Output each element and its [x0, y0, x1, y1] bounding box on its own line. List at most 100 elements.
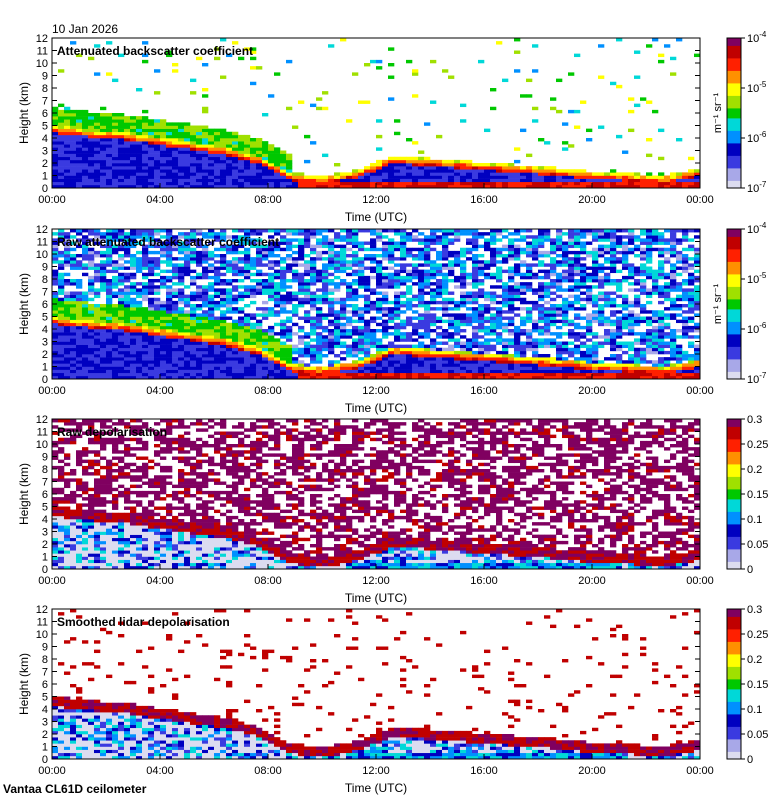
heatmap-cell	[184, 338, 191, 342]
heatmap-cell	[154, 319, 161, 324]
heatmap-cell	[58, 156, 65, 161]
heatmap-cell	[88, 238, 95, 242]
heatmap-cell	[202, 310, 209, 314]
heatmap-cell	[382, 360, 389, 364]
heatmap-cell	[334, 297, 341, 302]
heatmap-cell	[202, 138, 209, 142]
heatmap-cell	[376, 310, 383, 314]
heatmap-cell	[286, 360, 293, 364]
heatmap-cell	[154, 291, 161, 295]
heatmap-cell	[142, 369, 149, 374]
heatmap-cell	[124, 350, 131, 355]
heatmap-cell	[220, 181, 227, 186]
heatmap-cell	[448, 166, 455, 170]
heatmap-cell	[172, 329, 179, 333]
heatmap-cell	[160, 141, 167, 145]
heatmap-cell	[274, 357, 281, 361]
heatmap-cell	[100, 313, 107, 317]
heatmap-cell	[436, 163, 443, 167]
heatmap-cell	[574, 360, 581, 364]
heatmap-cell	[52, 357, 59, 361]
heatmap-cell	[580, 279, 587, 283]
heatmap-cell	[538, 138, 545, 142]
heatmap-cell	[328, 341, 335, 345]
heatmap-cell	[190, 144, 197, 148]
heatmap-cell	[196, 360, 203, 364]
heatmap-cell	[460, 260, 467, 264]
heatmap-cell	[268, 282, 275, 286]
heatmap-cell	[142, 125, 149, 129]
heatmap-cell	[232, 41, 239, 45]
heatmap-cell	[82, 347, 89, 352]
heatmap-cell	[520, 363, 527, 367]
heatmap-cell	[196, 319, 203, 324]
heatmap-cell	[586, 178, 593, 183]
heatmap-cell	[148, 235, 155, 239]
heatmap-cell	[334, 250, 341, 255]
heatmap-cell	[460, 297, 467, 302]
heatmap-cell	[550, 341, 557, 345]
heatmap-cell	[406, 304, 413, 308]
heatmap-cell	[328, 329, 335, 333]
heatmap-cell	[514, 350, 521, 355]
heatmap-cell	[298, 304, 305, 308]
heatmap-cell	[172, 141, 179, 145]
heatmap-cell	[160, 313, 167, 317]
heatmap-cell	[418, 254, 425, 258]
heatmap-cell	[148, 175, 155, 179]
heatmap-cell	[166, 294, 173, 299]
heatmap-cell	[130, 347, 137, 352]
heatmap-cell	[154, 372, 161, 377]
heatmap-cell	[376, 366, 383, 370]
heatmap-cell	[346, 260, 353, 264]
heatmap-cell	[274, 254, 281, 258]
heatmap-cell	[154, 285, 161, 289]
heatmap-cell	[136, 354, 143, 358]
heatmap-cell	[472, 329, 479, 333]
heatmap-cell	[358, 294, 365, 299]
heatmap-cell	[52, 316, 59, 320]
heatmap-cell	[94, 350, 101, 355]
heatmap-cell	[100, 350, 107, 355]
heatmap-cell	[184, 325, 191, 330]
heatmap-cell	[694, 172, 701, 176]
heatmap-cell	[346, 366, 353, 370]
heatmap-cell	[448, 254, 455, 258]
heatmap-cell	[544, 354, 551, 358]
heatmap-cell	[310, 338, 317, 342]
heatmap-cell	[478, 288, 485, 292]
heatmap-cell	[130, 141, 137, 145]
colorbar-swatch	[727, 153, 741, 156]
heatmap-cell	[310, 257, 317, 261]
heatmap-cell	[430, 307, 437, 311]
heatmap-cell	[238, 366, 245, 370]
heatmap-cell	[550, 310, 557, 314]
heatmap-cell	[196, 357, 203, 361]
heatmap-cell	[124, 300, 131, 305]
heatmap-cell	[244, 294, 251, 299]
heatmap-cell	[628, 184, 635, 189]
heatmap-cell	[436, 166, 443, 170]
heatmap-cell	[586, 297, 593, 302]
heatmap-cell	[184, 181, 191, 186]
heatmap-cell	[58, 134, 65, 139]
heatmap-cell	[160, 354, 167, 358]
heatmap-cell	[178, 369, 185, 374]
heatmap-cell	[106, 300, 113, 305]
heatmap-cell	[136, 241, 143, 245]
heatmap-cell	[502, 178, 509, 183]
heatmap-cell	[304, 279, 311, 283]
heatmap-cell	[364, 178, 371, 183]
heatmap-cell	[148, 369, 155, 374]
heatmap-cell	[466, 241, 473, 245]
heatmap-cell	[82, 166, 89, 170]
heatmap-cell	[286, 254, 293, 258]
heatmap-cell	[142, 310, 149, 314]
heatmap-cell	[178, 279, 185, 283]
heatmap-cell	[256, 147, 263, 151]
heatmap-cell	[88, 169, 95, 173]
heatmap-cell	[340, 175, 347, 179]
heatmap-cell	[166, 244, 173, 249]
heatmap-cell	[142, 266, 149, 270]
heatmap-cell	[346, 235, 353, 239]
